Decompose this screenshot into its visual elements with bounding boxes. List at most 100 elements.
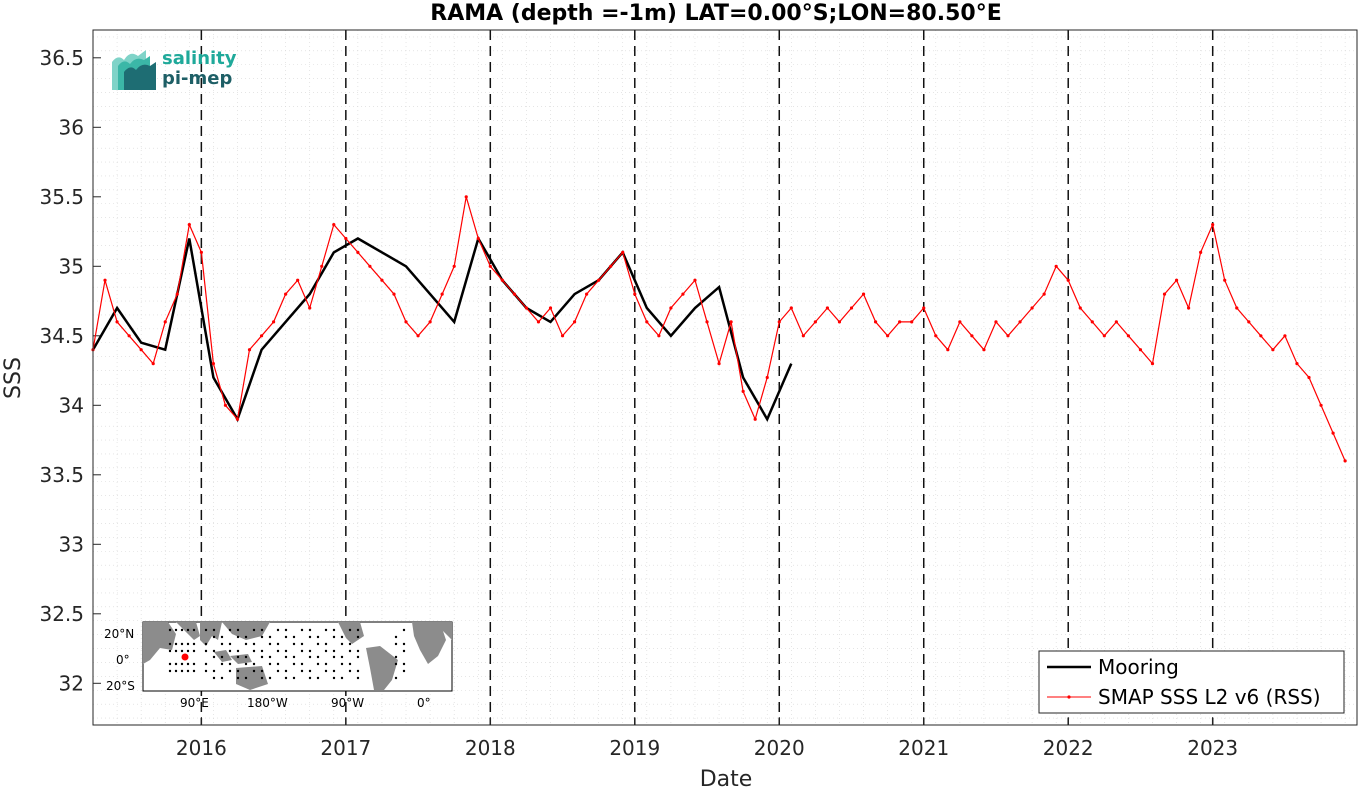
mooring-dot xyxy=(316,635,320,639)
y-tick-label: 33 xyxy=(59,532,84,556)
mooring-dot xyxy=(292,635,296,639)
mooring-dot xyxy=(356,676,360,680)
data-point-smap xyxy=(741,389,745,393)
mooring-dot xyxy=(192,662,196,666)
mooring-dot xyxy=(260,628,264,632)
mooring-dot xyxy=(212,676,216,680)
mooring-dot xyxy=(186,628,190,632)
mooring-dot xyxy=(260,669,264,673)
map-lon-label-0: 0° xyxy=(417,696,431,710)
data-point-smap xyxy=(633,292,637,296)
data-point-smap xyxy=(765,375,769,380)
chart-title: RAMA (depth =-1m) LAT=0.00°S;LON=80.50°E xyxy=(430,1,1001,26)
mooring-dot xyxy=(220,642,224,646)
data-point-smap xyxy=(356,250,360,254)
series-line-mooring xyxy=(91,235,793,423)
data-point-smap xyxy=(332,223,336,227)
plot-background xyxy=(93,30,1357,725)
mooring-dot xyxy=(244,662,248,666)
mooring-dot xyxy=(402,628,406,632)
mooring-dot xyxy=(402,642,406,646)
mooring-dot xyxy=(168,669,172,673)
mooring-dot xyxy=(394,676,398,680)
data-point-smap xyxy=(813,320,817,324)
mooring-dot xyxy=(308,635,312,639)
mooring-dot xyxy=(340,676,344,680)
mooring-dot xyxy=(300,649,304,653)
mooring-dot xyxy=(276,642,280,646)
mooring-dot xyxy=(308,669,312,673)
mooring-dot xyxy=(284,676,288,680)
data-point-smap xyxy=(777,320,781,324)
mooring-dot xyxy=(180,642,184,646)
mooring-dot xyxy=(268,635,272,639)
mooring-dot xyxy=(174,628,178,632)
mooring-dot xyxy=(300,662,304,666)
mooring-dot xyxy=(292,676,296,680)
data-point-smap xyxy=(1235,306,1239,310)
data-point-smap xyxy=(645,320,649,324)
data-point-smap xyxy=(1054,264,1058,268)
mooring-dot xyxy=(212,628,216,632)
data-point-smap xyxy=(296,278,300,282)
map-lat-label-20n: 20°N xyxy=(104,627,134,641)
mooring-dot xyxy=(300,642,304,646)
data-point-smap xyxy=(512,292,516,296)
mooring-dot xyxy=(236,635,240,639)
mooring-dot xyxy=(174,669,178,673)
data-point-smap xyxy=(970,334,974,338)
data-point-smap xyxy=(247,348,252,352)
mooring-dot xyxy=(192,628,196,632)
mooring-dot xyxy=(292,655,296,659)
x-tick-label: 2021 xyxy=(898,736,949,760)
data-point-smap xyxy=(861,292,866,296)
mooring-dot xyxy=(284,655,288,659)
mooring-dot xyxy=(204,669,208,673)
mooring-dot xyxy=(402,662,406,666)
y-tick-label: 34.5 xyxy=(39,324,84,348)
data-point-smap xyxy=(705,320,709,324)
data-point-smap xyxy=(934,334,938,338)
y-tick-label: 35.5 xyxy=(39,185,84,209)
data-point-smap xyxy=(789,306,793,310)
mooring-dot xyxy=(212,635,216,639)
mooring-dot xyxy=(308,676,312,680)
mooring-dot xyxy=(228,649,232,653)
data-point-smap xyxy=(1223,278,1227,282)
mooring-dot xyxy=(356,649,360,653)
mooring-dot xyxy=(324,628,328,632)
y-tick-label: 32.5 xyxy=(39,602,84,626)
mooring-dot xyxy=(356,628,360,632)
mooring-dot xyxy=(260,649,264,653)
x-tick-label: 2016 xyxy=(176,736,227,760)
data-point-smap xyxy=(572,320,577,324)
mooring-dot xyxy=(186,662,190,666)
data-point-smap xyxy=(211,362,215,366)
mooring-dot xyxy=(236,649,240,653)
axes-box xyxy=(92,29,1358,726)
mooring-dot xyxy=(348,662,352,666)
mooring-dot xyxy=(220,655,224,659)
data-point-smap xyxy=(428,320,432,324)
data-point-smap xyxy=(464,195,468,199)
mooring-dot xyxy=(268,642,272,646)
mooring-dot xyxy=(268,655,272,659)
selected-mooring-marker xyxy=(181,653,189,661)
mooring-dot xyxy=(394,662,398,666)
inset-map-moorings xyxy=(168,628,406,680)
mooring-dot xyxy=(316,655,320,659)
data-point-smap xyxy=(440,292,444,296)
data-point-smap xyxy=(1174,278,1179,282)
data-point-smap xyxy=(392,292,396,296)
logo-text-pimep: pi-mep xyxy=(162,68,232,89)
y-axis-label: SSS xyxy=(1,357,26,399)
mooring-dot xyxy=(340,655,344,659)
data-point-smap xyxy=(308,306,312,310)
mooring-dot xyxy=(204,649,208,653)
mooring-dot xyxy=(332,649,336,653)
mooring-dot xyxy=(300,669,304,673)
mooring-dot xyxy=(168,628,172,632)
mooring-dot xyxy=(180,628,184,632)
data-point-smap xyxy=(1271,348,1275,352)
